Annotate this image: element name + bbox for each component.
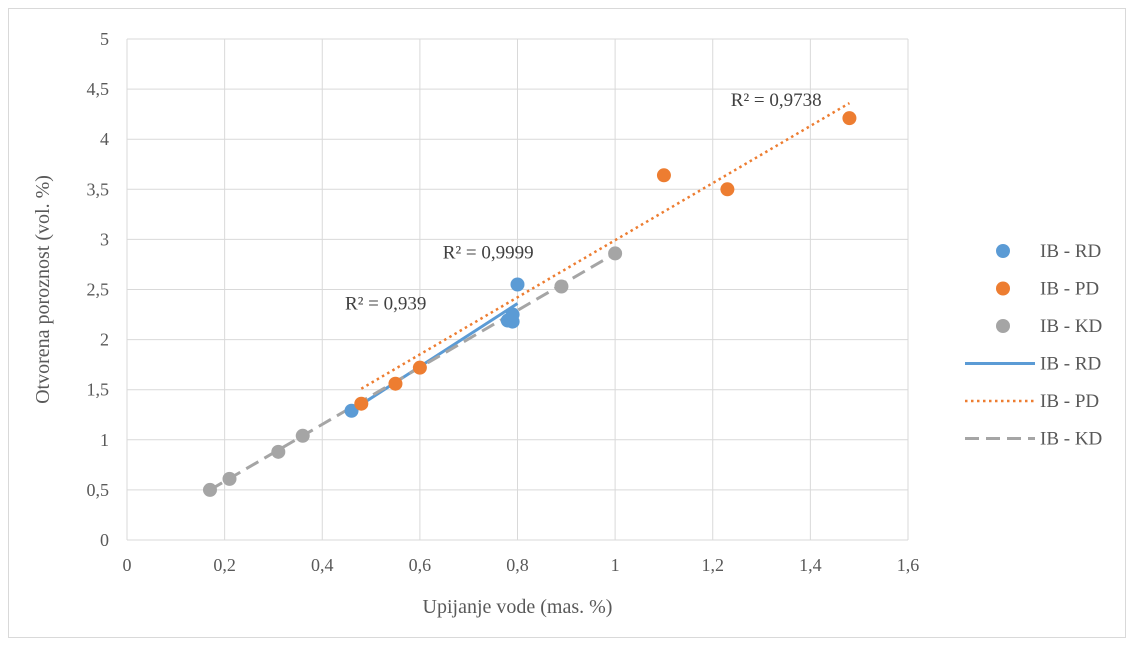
axes: 0 0,2 0,4 0,6 0,8 1 1,2 1,4 1,6 0 0,5 1 1,5 2 2,5 3 3,5 4… <box>87 29 920 575</box>
y-tick-label: 4 <box>100 129 109 149</box>
r2-label: R² = 0,9738 <box>731 90 822 111</box>
y-tick-label: 0,5 <box>87 480 110 500</box>
x-tick-label: 0,4 <box>311 555 334 575</box>
y-tick-label: 2,5 <box>87 280 110 300</box>
data-point <box>271 444 286 459</box>
y-tick-label: 5 <box>100 29 109 49</box>
r2-labels: R² = 0,939 R² = 0,9738 R² = 0,9999 <box>345 90 822 314</box>
y-tick-label: 3 <box>100 229 109 249</box>
legend-label: IB - KD <box>1040 316 1102 337</box>
y-axis-title: Otvorena poroznost (vol. %) <box>32 175 54 404</box>
trendlines <box>209 102 851 492</box>
r2-label: R² = 0,9999 <box>443 242 534 263</box>
legend-marker <box>996 319 1010 333</box>
data-point <box>608 246 623 261</box>
data-point <box>295 428 310 443</box>
data-point <box>656 168 671 183</box>
data-point <box>842 111 857 126</box>
y-tick-label: 1 <box>100 430 109 450</box>
data-point <box>202 482 217 497</box>
chart-frame <box>8 8 1126 638</box>
y-tick-label: 1,5 <box>87 380 110 400</box>
legend-label: IB - KD <box>1040 429 1102 450</box>
y-tick-label: 0 <box>100 530 109 550</box>
legend-label: IB - RD <box>1040 354 1101 375</box>
data-point <box>388 376 403 391</box>
data-point <box>412 360 427 375</box>
x-tick-label: 1,2 <box>702 555 725 575</box>
data-point <box>554 279 569 294</box>
legend-marker <box>996 244 1010 258</box>
data-point <box>344 403 359 418</box>
data-points <box>202 111 857 497</box>
x-tick-label: 0 <box>123 555 132 575</box>
r2-label: R² = 0,939 <box>345 294 426 315</box>
x-tick-label: 1,4 <box>799 555 822 575</box>
data-point <box>510 277 525 292</box>
y-tick-label: 2 <box>100 330 109 350</box>
data-point <box>720 182 735 197</box>
gridlines <box>126 38 909 541</box>
data-point <box>222 471 237 486</box>
x-tick-label: 0,6 <box>409 555 432 575</box>
y-tick-label: 4,5 <box>87 79 110 99</box>
data-point <box>505 307 520 322</box>
legend: IB - RD IB - PD IB - KD IB - RD IB - PD IB - … <box>965 241 1102 450</box>
x-tick-label: 1,6 <box>897 555 920 575</box>
x-tick-label: 0,2 <box>213 555 236 575</box>
trendline <box>209 252 616 492</box>
legend-marker <box>996 281 1010 296</box>
y-tick-label: 3,5 <box>87 179 110 199</box>
data-point <box>354 396 369 411</box>
legend-label: IB - PD <box>1040 391 1099 412</box>
x-axis-title: Upijanje vode (mas. %) <box>423 596 613 618</box>
trendline <box>360 102 851 390</box>
legend-label: IB - RD <box>1040 241 1101 262</box>
legend-label: IB - PD <box>1040 279 1099 300</box>
x-tick-label: 1 <box>611 555 620 575</box>
x-tick-label: 0,8 <box>506 555 529 575</box>
